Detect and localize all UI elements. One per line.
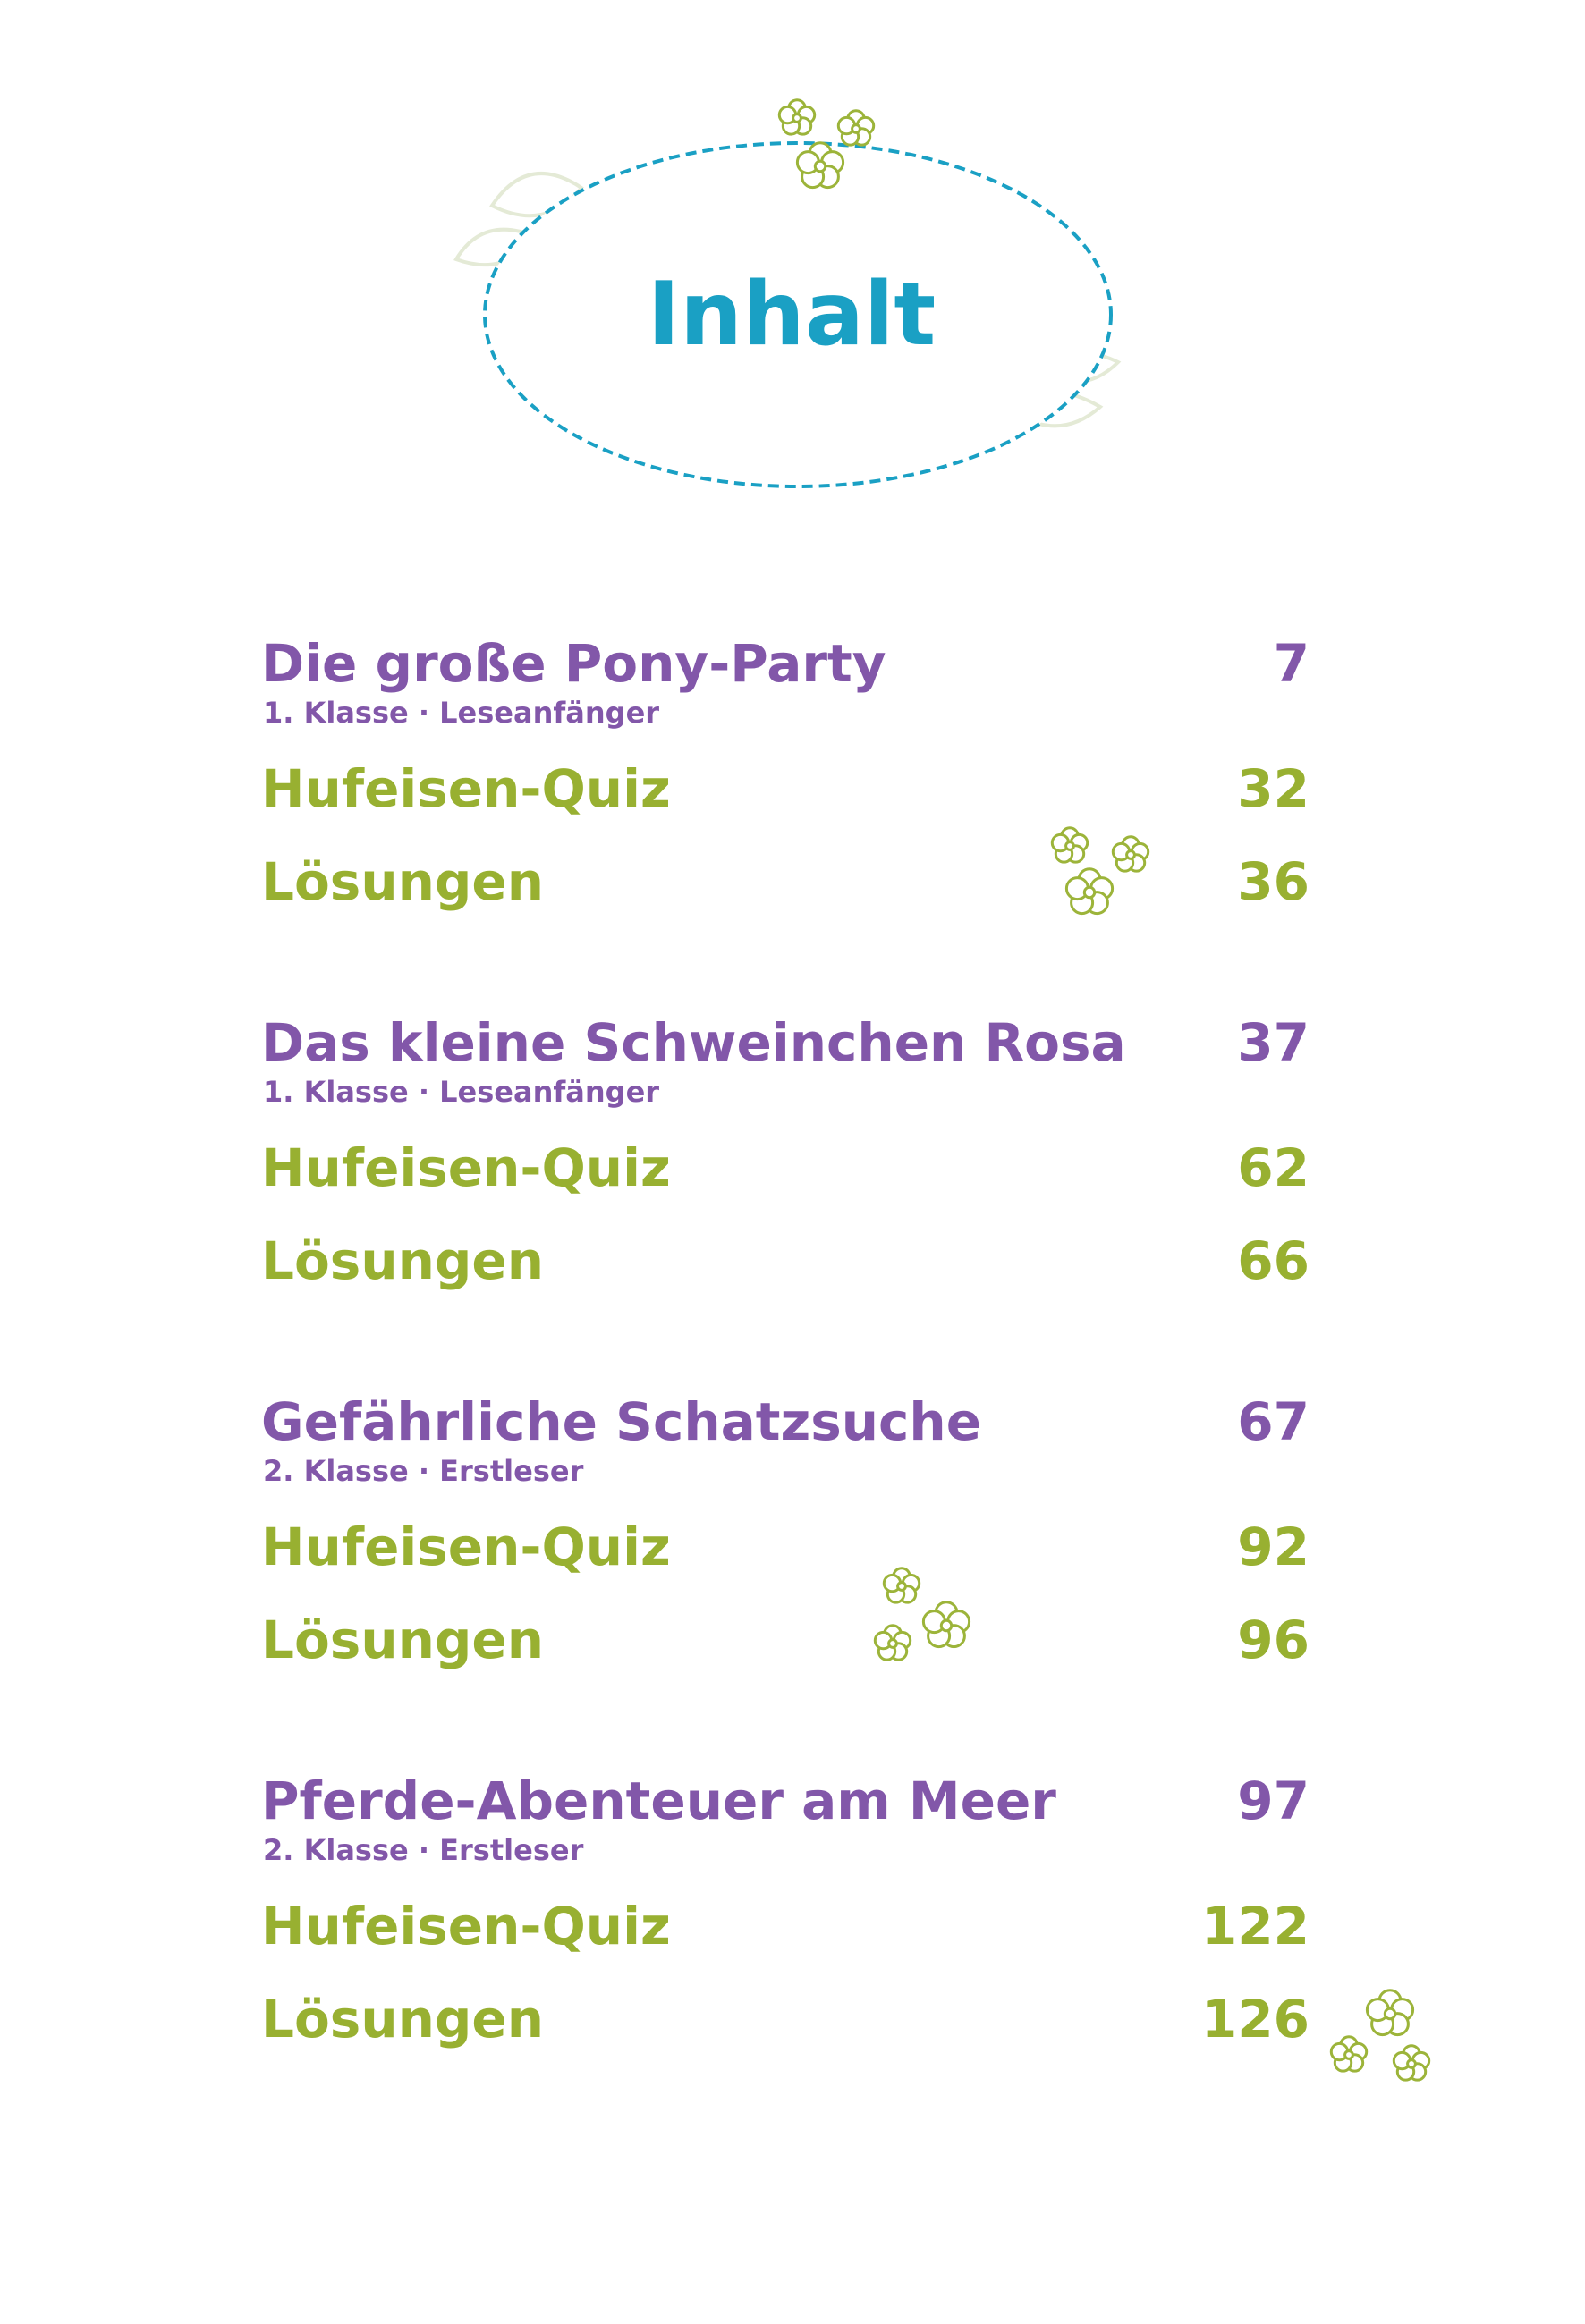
flower-icon xyxy=(1326,1983,1442,2094)
quiz-page-number: 62 xyxy=(1237,1137,1310,1198)
story-entry[interactable]: Pferde-Abenteuer am Meer 97 xyxy=(261,1770,1310,1831)
flower-icon xyxy=(774,95,881,197)
solutions-label: Lösungen xyxy=(261,851,545,912)
quiz-entry[interactable]: Hufeisen-Quiz 32 xyxy=(261,758,1310,819)
page-title: Inhalt xyxy=(647,264,937,366)
solutions-page-number: 66 xyxy=(1237,1230,1310,1291)
grade-level-label: 2. Klasse · Erstleser xyxy=(263,1454,584,1488)
story-title: Das kleine Schweinchen Rosa xyxy=(261,1012,1126,1073)
story-page-number: 67 xyxy=(1237,1391,1310,1452)
solutions-label: Lösungen xyxy=(261,1230,545,1291)
solutions-label: Lösungen xyxy=(261,1989,545,2049)
story-entry[interactable]: Das kleine Schweinchen Rosa 37 xyxy=(261,1012,1310,1073)
story-page-number: 37 xyxy=(1237,1012,1310,1073)
grade-level-label: 1. Klasse · Leseanfänger xyxy=(263,696,660,730)
solutions-page-number: 96 xyxy=(1237,1610,1310,1670)
toc-section: Pferde-Abenteuer am Meer 97 2. Klasse · … xyxy=(261,1763,1431,2142)
quiz-entry[interactable]: Hufeisen-Quiz 62 xyxy=(261,1137,1310,1198)
story-title: Die große Pony-Party xyxy=(261,633,886,694)
story-page-number: 97 xyxy=(1237,1770,1310,1831)
quiz-page-number: 122 xyxy=(1200,1896,1310,1956)
quiz-page-number: 32 xyxy=(1237,758,1310,819)
solutions-page-number: 126 xyxy=(1200,1989,1310,2049)
grade-level-label: 2. Klasse · Erstleser xyxy=(263,1833,584,1867)
quiz-entry[interactable]: Hufeisen-Quiz 122 xyxy=(261,1896,1310,1956)
quiz-page-number: 92 xyxy=(1237,1517,1310,1577)
quiz-label: Hufeisen-Quiz xyxy=(261,758,671,819)
solutions-label: Lösungen xyxy=(261,1610,545,1670)
toc-section: Die große Pony-Party 7 1. Klasse · Lesea… xyxy=(261,626,1310,1005)
title-frame: Inhalt xyxy=(438,89,1145,519)
solutions-entry[interactable]: Lösungen 66 xyxy=(261,1230,1310,1291)
quiz-entry[interactable]: Hufeisen-Quiz 92 xyxy=(261,1517,1310,1577)
grade-level-label: 1. Klasse · Leseanfänger xyxy=(263,1075,660,1109)
flower-icon xyxy=(866,1563,973,1674)
story-page-number: 7 xyxy=(1273,633,1310,694)
flower-icon xyxy=(1048,824,1156,926)
story-title: Pferde-Abenteuer am Meer xyxy=(261,1770,1056,1831)
story-entry[interactable]: Die große Pony-Party 7 xyxy=(261,633,1310,694)
solutions-entry[interactable]: Lösungen 96 xyxy=(261,1610,1310,1670)
solutions-entry[interactable]: Lösungen 36 xyxy=(261,851,1310,912)
story-title: Gefährliche Schatzsuche xyxy=(261,1391,982,1452)
solutions-entry[interactable]: Lösungen 126 xyxy=(261,1989,1310,2049)
toc-section: Das kleine Schweinchen Rosa 37 1. Klasse… xyxy=(261,1005,1310,1384)
toc-section: Gefährliche Schatzsuche 67 2. Klasse · E… xyxy=(261,1384,1310,1763)
story-entry[interactable]: Gefährliche Schatzsuche 67 xyxy=(261,1391,1310,1452)
dashed-oval-frame xyxy=(453,141,1122,488)
quiz-label: Hufeisen-Quiz xyxy=(261,1517,671,1577)
solutions-page-number: 36 xyxy=(1237,851,1310,912)
table-of-contents: Die große Pony-Party 7 1. Klasse · Lesea… xyxy=(261,626,1431,2142)
quiz-label: Hufeisen-Quiz xyxy=(261,1896,671,1956)
quiz-label: Hufeisen-Quiz xyxy=(261,1137,671,1198)
